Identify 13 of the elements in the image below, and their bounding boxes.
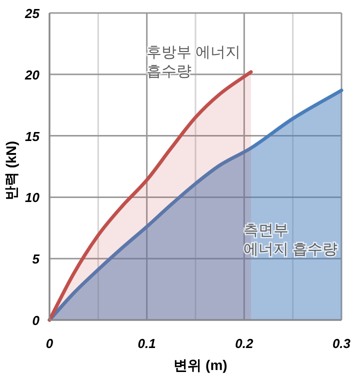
y-tick-label: 5 — [32, 252, 40, 267]
y-tick-label: 0 — [32, 313, 40, 328]
x-axis-title: 변위 (m) — [174, 357, 228, 373]
annotation: 측면부 에너지 흡수량 — [244, 222, 338, 258]
x-tick-label: 0 — [46, 336, 54, 351]
y-tick-label: 10 — [25, 190, 40, 206]
x-tick-label: 0.1 — [138, 336, 156, 351]
x-tick-label: 0.3 — [332, 336, 352, 351]
y-tick-label: 15 — [25, 128, 40, 144]
y-tick-label: 20 — [24, 67, 40, 82]
y-tick-label: 25 — [24, 6, 40, 21]
y-axis-title: 반력 (kN) — [3, 140, 19, 200]
x-tick-label: 0.2 — [235, 336, 254, 351]
